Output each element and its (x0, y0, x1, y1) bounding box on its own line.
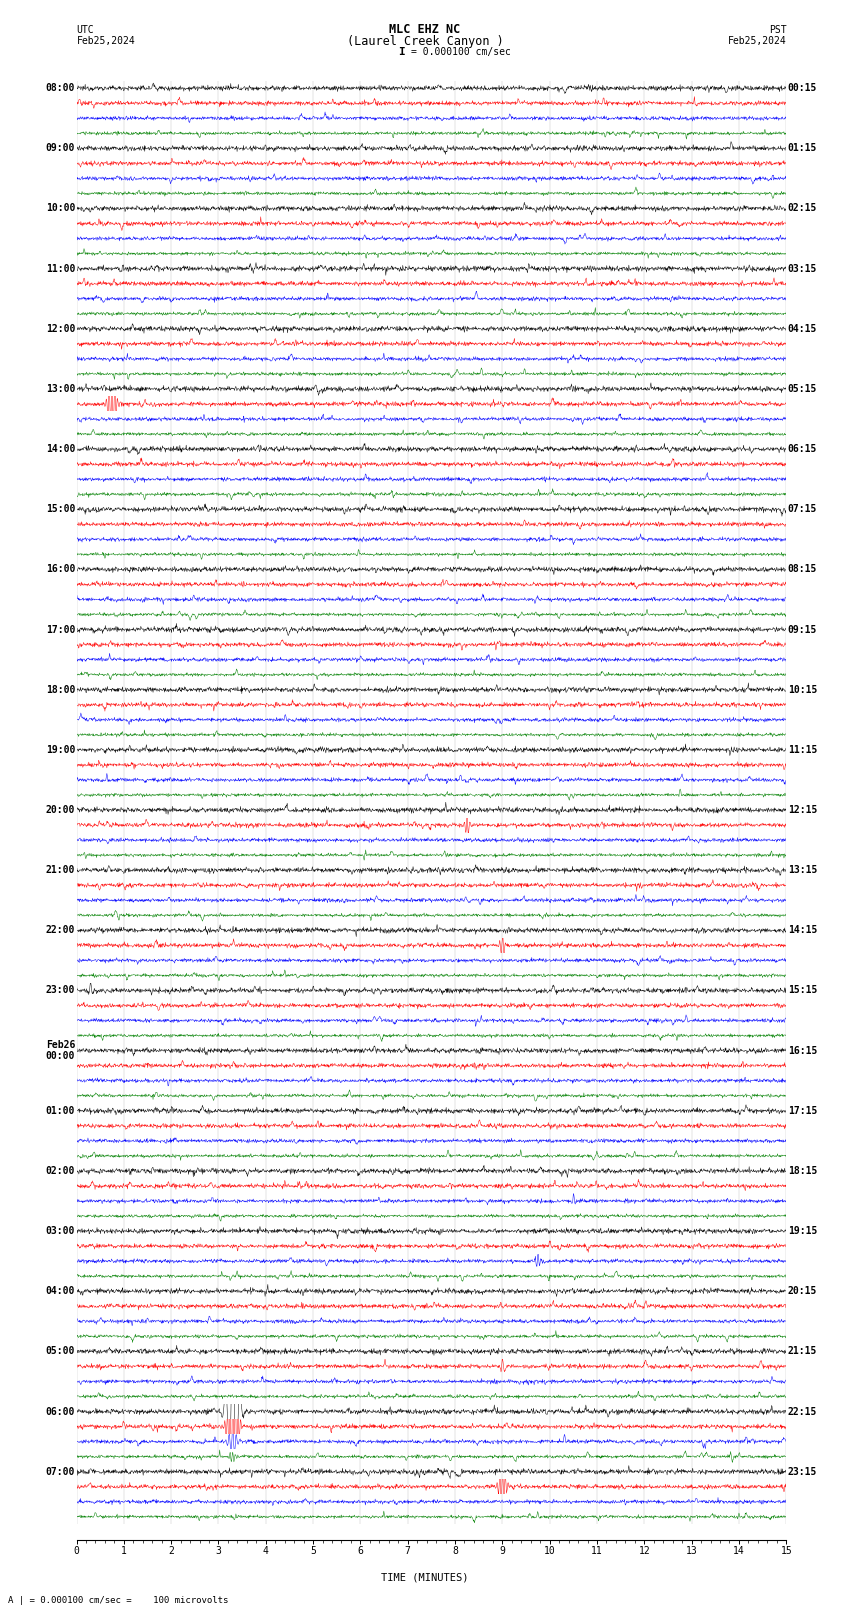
Text: 21:15: 21:15 (788, 1347, 817, 1357)
Text: 08:00: 08:00 (46, 84, 75, 94)
Text: 03:00: 03:00 (46, 1226, 75, 1236)
Text: 19:15: 19:15 (788, 1226, 817, 1236)
Text: 00:15: 00:15 (788, 84, 817, 94)
Text: 16:15: 16:15 (788, 1045, 817, 1055)
Text: 03:15: 03:15 (788, 263, 817, 274)
Text: 12:15: 12:15 (788, 805, 817, 815)
Text: 07:15: 07:15 (788, 505, 817, 515)
Text: 23:00: 23:00 (46, 986, 75, 995)
Text: 13:15: 13:15 (788, 865, 817, 876)
Text: 01:15: 01:15 (788, 144, 817, 153)
Text: 15:00: 15:00 (46, 505, 75, 515)
Text: UTC: UTC (76, 24, 94, 35)
Text: 19:00: 19:00 (46, 745, 75, 755)
Text: 06:00: 06:00 (46, 1407, 75, 1416)
Text: 22:00: 22:00 (46, 926, 75, 936)
Text: 20:00: 20:00 (46, 805, 75, 815)
Text: Feb25,2024: Feb25,2024 (728, 35, 786, 47)
Text: 12:00: 12:00 (46, 324, 75, 334)
Text: I: I (398, 47, 405, 56)
Text: 02:00: 02:00 (46, 1166, 75, 1176)
Text: 14:00: 14:00 (46, 444, 75, 455)
Text: 23:15: 23:15 (788, 1466, 817, 1476)
Text: 16:00: 16:00 (46, 565, 75, 574)
Text: 08:15: 08:15 (788, 565, 817, 574)
Text: (Laurel Creek Canyon ): (Laurel Creek Canyon ) (347, 34, 503, 48)
Text: 14:15: 14:15 (788, 926, 817, 936)
Text: 11:00: 11:00 (46, 263, 75, 274)
Text: 06:15: 06:15 (788, 444, 817, 455)
Text: MLC EHZ NC: MLC EHZ NC (389, 23, 461, 37)
Text: PST: PST (768, 24, 786, 35)
Text: 05:00: 05:00 (46, 1347, 75, 1357)
Text: 01:00: 01:00 (46, 1107, 75, 1116)
Text: 18:15: 18:15 (788, 1166, 817, 1176)
Text: 10:15: 10:15 (788, 684, 817, 695)
Text: 21:00: 21:00 (46, 865, 75, 876)
Text: 13:00: 13:00 (46, 384, 75, 394)
Text: 17:00: 17:00 (46, 624, 75, 634)
Text: 11:15: 11:15 (788, 745, 817, 755)
Text: 05:15: 05:15 (788, 384, 817, 394)
Text: 10:00: 10:00 (46, 203, 75, 213)
Text: 22:15: 22:15 (788, 1407, 817, 1416)
Text: Feb25,2024: Feb25,2024 (76, 35, 135, 47)
Text: 15:15: 15:15 (788, 986, 817, 995)
Text: 18:00: 18:00 (46, 684, 75, 695)
Text: 04:00: 04:00 (46, 1286, 75, 1297)
Text: 07:00: 07:00 (46, 1466, 75, 1476)
Text: 02:15: 02:15 (788, 203, 817, 213)
Text: TIME (MINUTES): TIME (MINUTES) (382, 1573, 468, 1582)
Text: 09:15: 09:15 (788, 624, 817, 634)
Text: = 0.000100 cm/sec: = 0.000100 cm/sec (411, 47, 511, 56)
Text: 17:15: 17:15 (788, 1107, 817, 1116)
Text: 20:15: 20:15 (788, 1286, 817, 1297)
Text: A | = 0.000100 cm/sec =    100 microvolts: A | = 0.000100 cm/sec = 100 microvolts (8, 1595, 229, 1605)
Text: Feb26
00:00: Feb26 00:00 (46, 1040, 75, 1061)
Text: 09:00: 09:00 (46, 144, 75, 153)
Text: 04:15: 04:15 (788, 324, 817, 334)
